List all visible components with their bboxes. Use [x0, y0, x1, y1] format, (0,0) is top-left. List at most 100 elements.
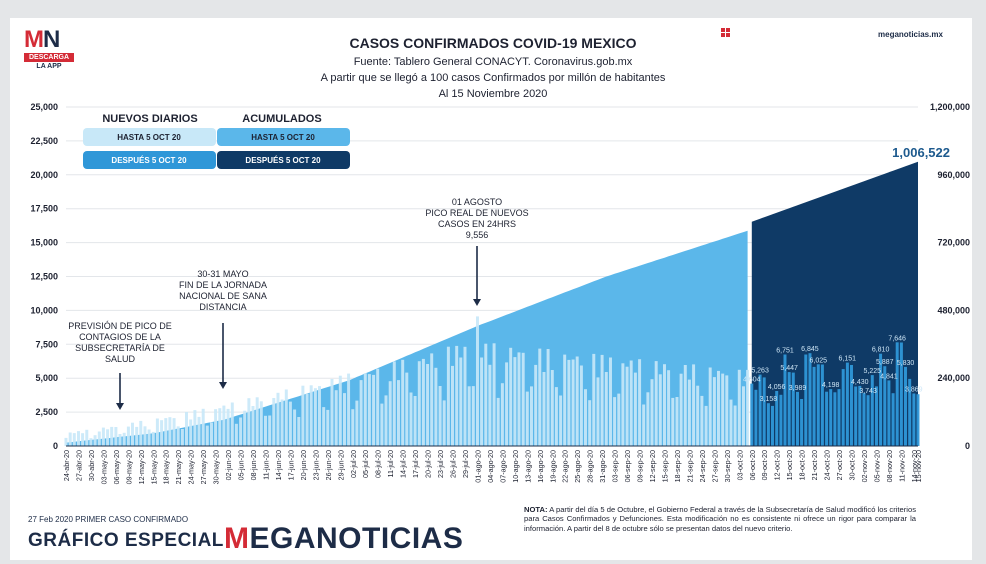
daily-bar-before — [380, 403, 384, 446]
daily-bar-before — [438, 386, 442, 446]
x-tick-label: 17-jun-20 — [286, 450, 295, 480]
daily-bar-after — [887, 380, 891, 446]
legend-cumulative-after-label: DESPUÉS 5 OCT 20 — [245, 156, 321, 165]
daily-bar-after — [766, 403, 770, 446]
daily-bar-before — [463, 346, 467, 446]
daily-bar-after — [804, 354, 808, 446]
daily-bar-before — [737, 369, 741, 446]
x-tick-label: 28-ago-20 — [586, 450, 595, 483]
x-tick-label: 30-may-20 — [212, 450, 221, 484]
daily-bar-before — [696, 385, 700, 446]
y-left-tick-label: 10,000 — [30, 305, 58, 315]
daily-bar-before — [185, 412, 188, 446]
daily-bar-before — [642, 404, 646, 446]
y-left-tick-label: 15,000 — [30, 238, 58, 248]
daily-bar-before — [326, 409, 330, 446]
x-tick-label: 01-ago-20 — [474, 450, 483, 483]
x-tick-label: 11-jul-20 — [386, 450, 395, 477]
data-labels: 4,604 5,263 3,158 4,056 6,751 5,447 3,989 6,845… — [743, 145, 950, 403]
daily-bar-before — [654, 361, 658, 446]
pico-prevision-annotation-line: PREVISIÓN DE PICO DE — [68, 321, 172, 331]
jornada-annotation-arrow-head — [219, 382, 227, 389]
daily-bar-before — [451, 365, 454, 446]
daily-bar-before — [717, 370, 720, 446]
daily-bar-before — [471, 386, 475, 446]
daily-bar-before — [318, 386, 321, 446]
daily-bar-before — [392, 361, 396, 446]
daily-bar-before — [683, 365, 687, 446]
x-tick-label: 18-oct-20 — [798, 450, 807, 480]
daily-bar-after — [891, 393, 895, 446]
daily-bar-before — [72, 433, 76, 446]
daily-bar-before — [330, 379, 334, 446]
daily-bar-before — [139, 420, 143, 446]
daily-bar-before — [725, 375, 729, 446]
daily-bar-after — [808, 353, 812, 446]
x-tick-label: 20-jun-20 — [299, 450, 308, 480]
x-tick-label: 10-ago-20 — [511, 450, 520, 483]
daily-bar-before — [521, 352, 525, 446]
daily-bar-before — [596, 377, 600, 446]
x-tick-label: 18-may-20 — [162, 450, 171, 484]
daily-bar-before — [509, 347, 513, 446]
daily-bar-before — [85, 429, 89, 446]
daily-bar-before — [446, 346, 450, 446]
legend: NUEVOS DIARIOS ACUMULADOS HASTA 5 OCT 20 HA… — [83, 113, 350, 169]
daily-bar-before — [297, 417, 301, 446]
meganoticias-app-logo[interactable]: MN DESCARGA LA APP — [24, 28, 74, 71]
daily-bar-before — [251, 406, 255, 446]
x-tick-label: 21-oct-20 — [810, 450, 819, 480]
daily-bar-before — [496, 397, 500, 446]
logo-descarga: DESCARGA — [24, 53, 74, 62]
x-tick-label: 12-may-20 — [137, 450, 146, 484]
x-tick-label: 15-nov-20 — [914, 450, 923, 482]
criteria-note: NOTA: A partir del día 5 de Octubre, el … — [524, 505, 916, 533]
daily-bar-before — [604, 372, 608, 446]
x-tick-label: 05-jul-20 — [361, 450, 370, 478]
daily-bar-after — [899, 342, 903, 446]
brand-rest: EGANOTICIAS — [249, 522, 464, 555]
brand-wordmark: MEGANOTICIAS — [224, 522, 463, 556]
daily-bar-before — [210, 422, 213, 446]
daily-bar-after — [908, 378, 912, 446]
daily-bar-after — [841, 369, 845, 446]
daily-bar-before — [118, 434, 122, 446]
x-tick-label: 08-jul-20 — [374, 450, 383, 478]
daily-data-label: 7,646 — [888, 335, 906, 342]
daily-bar-before — [588, 400, 592, 446]
x-tick-label: 02-jul-20 — [349, 450, 358, 478]
x-tick-label: 31-ago-20 — [598, 450, 607, 483]
daily-bar-before — [629, 360, 633, 446]
x-tick-label: 29-jun-20 — [336, 450, 345, 480]
agosto-annotation-arrow-head — [473, 299, 481, 306]
daily-bar-after — [912, 393, 916, 446]
daily-bar-before — [405, 372, 409, 446]
daily-bar-after — [862, 393, 866, 446]
daily-bar-after — [771, 405, 774, 446]
daily-bar-after — [875, 386, 878, 446]
daily-bar-before — [530, 386, 533, 446]
daily-data-label: 5,887 — [876, 359, 894, 366]
x-tick-label: 03-oct-20 — [735, 450, 744, 480]
daily-bar-before — [272, 398, 276, 446]
x-tick-label: 15-may-20 — [149, 450, 158, 484]
agosto-annotation-line: 9,556 — [466, 230, 489, 240]
x-tick-label: 29-jul-20 — [461, 450, 470, 478]
daily-bar-after — [854, 386, 858, 446]
daily-data-label: 5,830 — [897, 360, 915, 367]
daily-bar-before — [550, 370, 554, 446]
x-tick-label: 11-nov-20 — [897, 450, 906, 482]
daily-bar-before — [247, 398, 251, 446]
daily-bar-before — [322, 407, 326, 446]
daily-bar-before — [692, 364, 696, 446]
daily-bar-before — [376, 368, 380, 446]
pico-prevision-annotation-line: SUBSECRETARÍA DE — [75, 343, 165, 353]
daily-bar-before — [388, 381, 392, 446]
daily-bar-after — [870, 375, 874, 446]
site-url[interactable]: meganoticias.mx — [878, 30, 943, 39]
daily-bar-before — [106, 429, 110, 446]
x-tick-label: 09-oct-20 — [760, 450, 769, 480]
legend-cumulative-before-label: HASTA 5 OCT 20 — [251, 133, 315, 142]
daily-bar-before — [505, 362, 509, 446]
daily-bar-before — [164, 418, 168, 446]
